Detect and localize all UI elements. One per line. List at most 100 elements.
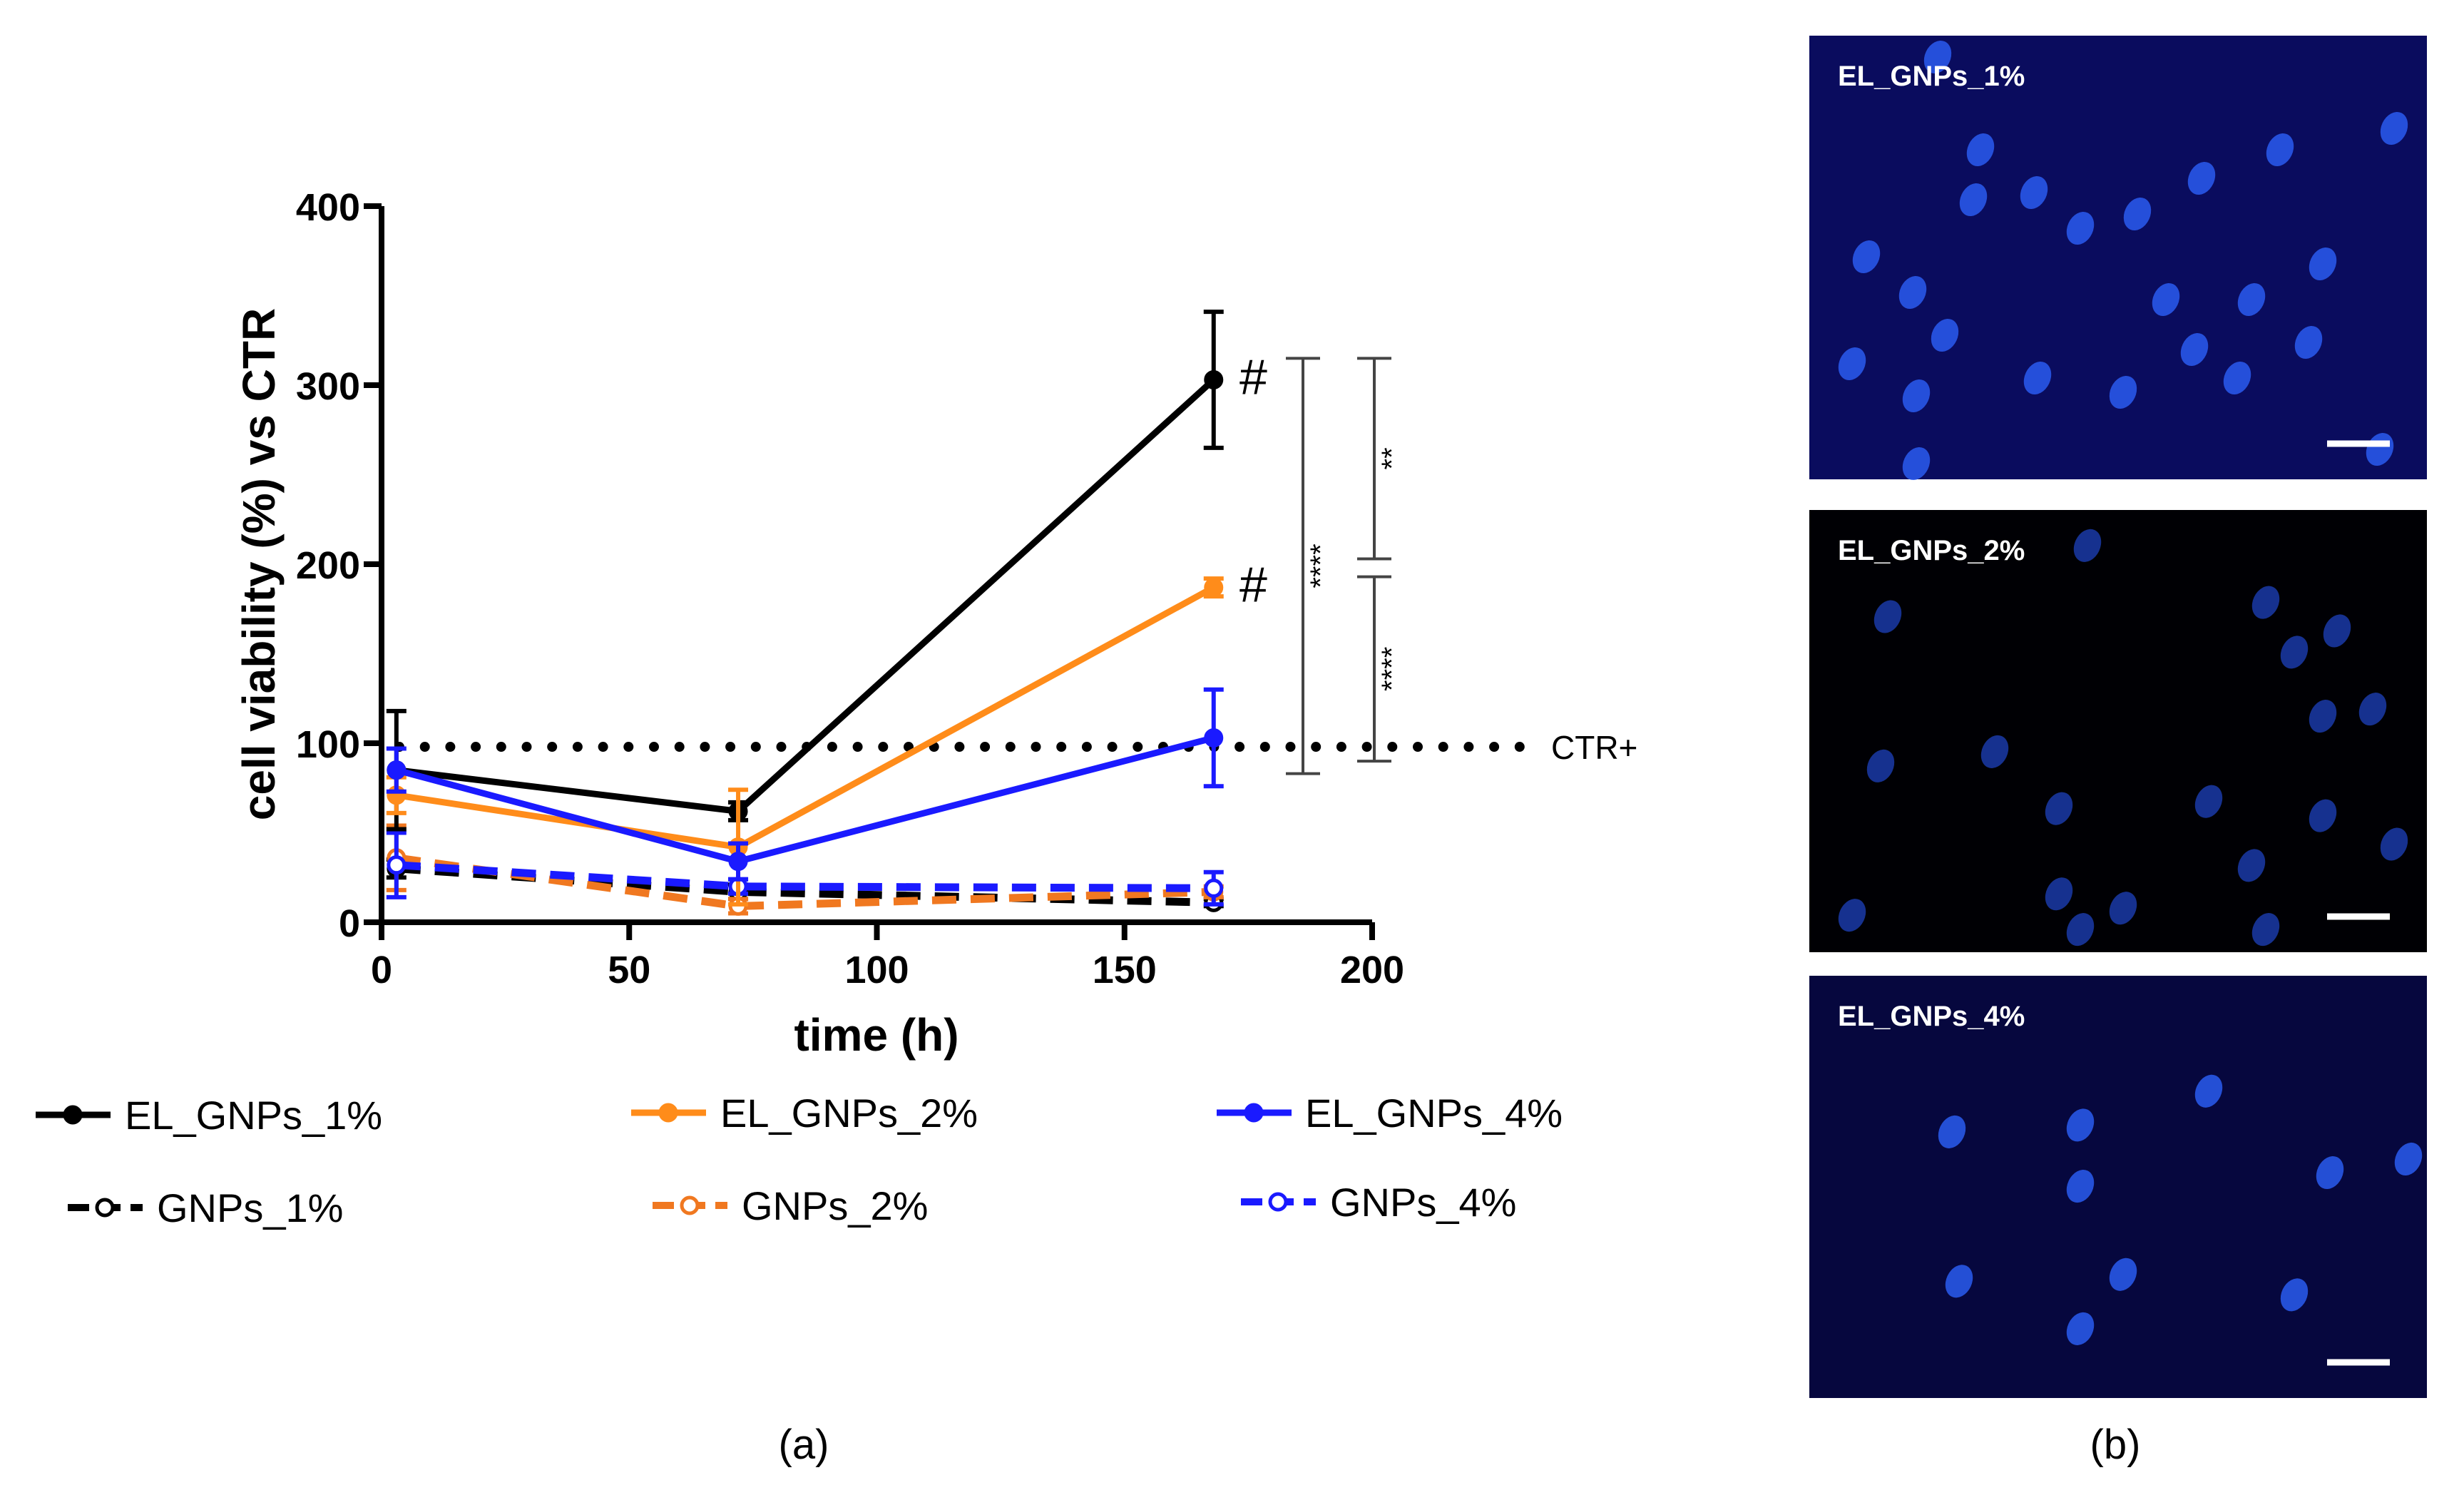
significance-hash: # (1239, 349, 1267, 404)
cell-nucleus (2266, 133, 2294, 167)
reference-line-label: CTR+ (1551, 729, 1637, 766)
legend-item-EL_GNPs_4%: EL_GNPs_4% (1217, 1091, 1563, 1136)
cell-nucleus (2280, 636, 2309, 669)
significance-hash: # (1239, 557, 1267, 613)
cell-nucleus (2109, 892, 2137, 925)
significance-group: ********** (1286, 357, 1408, 775)
reference-line-dot (598, 742, 608, 752)
legend-label: GNPs_2% (742, 1183, 928, 1228)
annotation-group: ## (1239, 349, 1267, 612)
series-group (386, 310, 1224, 916)
legend-item-EL_GNPs_1%: EL_GNPs_1% (36, 1093, 382, 1138)
x-tick-label: 150 (1093, 949, 1157, 991)
data-point (728, 852, 748, 872)
cell-nucleus (2023, 361, 2052, 395)
cell-nucleus (2180, 332, 2209, 367)
legend-swatch-marker (95, 1198, 115, 1218)
y-tick-label: 0 (339, 902, 360, 945)
legend-swatch-marker (658, 1103, 678, 1123)
legend-label: EL_GNPs_2% (720, 1091, 978, 1136)
reference-line-dot (496, 742, 506, 752)
series-EL_GNPs_2% (386, 576, 1224, 907)
cell-nucleus (1852, 240, 1881, 274)
x-tick-label: 200 (1340, 949, 1404, 991)
panel-image (1809, 510, 2427, 952)
cell-nucleus (2316, 1155, 2344, 1190)
cell-nucleus (2358, 693, 2387, 726)
cell-nucleus (1931, 318, 1959, 352)
cell-nucleus (1923, 40, 1952, 74)
cell-nucleus (1902, 379, 1931, 413)
reference-line-dot (1463, 742, 1474, 752)
tick-group: 0 100 200 300 400 0 50 100 150 200 (296, 186, 1404, 991)
reference-line-dot (700, 742, 710, 752)
microscopy-panels: EL_GNPs_1% EL_GNPs_2% EL_GNPs_4% (1809, 36, 2427, 1398)
cell-nucleus (2109, 1257, 2137, 1291)
reference-line-dot (1336, 742, 1346, 752)
cell-nucleus (2223, 361, 2251, 395)
reference-line-dot (1056, 742, 1067, 752)
cell-nucleus (2194, 785, 2223, 818)
cell-nucleus (2020, 175, 2048, 210)
reference-line-dot (1361, 742, 1372, 752)
data-point (1204, 878, 1224, 898)
cell-nucleus (2380, 827, 2408, 861)
legend-item-EL_GNPs_2%: EL_GNPs_2% (631, 1091, 978, 1136)
reference-line-dot (1107, 742, 1118, 752)
data-point (1204, 369, 1224, 389)
microscopy-panel-1: EL_GNPs_1% (1809, 36, 2427, 481)
reference-line-dot (1311, 742, 1322, 752)
cell-nucleus (2123, 197, 2152, 231)
series-line (396, 861, 1214, 892)
reference-line-dot (1438, 742, 1448, 752)
series-line (396, 584, 1215, 851)
cell-nucleus (2066, 913, 2095, 947)
reference-line-group: CTR+ (394, 729, 1637, 766)
legend-label: EL_GNPs_4% (1305, 1091, 1563, 1136)
cell-nucleus (2237, 282, 2266, 317)
cell-nucleus (2152, 282, 2180, 317)
series-EL_GNPs_4% (386, 687, 1224, 882)
cell-nucleus (2380, 111, 2408, 146)
panel-label: EL_GNPs_2% (1838, 535, 2025, 566)
data-point (1204, 728, 1224, 748)
reference-line-dot (1133, 742, 1143, 752)
reference-line-dot (1285, 742, 1296, 752)
cell-nucleus (1838, 899, 1866, 932)
panel-image (1809, 976, 2427, 1398)
reference-line-dot (954, 742, 965, 752)
reference-line-dot (1259, 742, 1270, 752)
cell-nucleus (2323, 614, 2351, 648)
data-point (387, 855, 407, 875)
cell-nucleus (1966, 133, 1995, 167)
reference-line-dot (1234, 742, 1245, 752)
legend-label: GNPs_4% (1330, 1180, 1516, 1225)
caption-b: (b) (2090, 1422, 2141, 1468)
reference-line-dot (776, 742, 787, 752)
reference-line-dot (1514, 742, 1525, 752)
reference-line-dot (1387, 742, 1398, 752)
reference-line-dot (1031, 742, 1041, 752)
reference-line-dot (521, 742, 532, 752)
x-tick-label: 100 (844, 949, 909, 991)
y-axis-title: cell viability (%) vs CTR (233, 308, 285, 820)
reference-line-dot (827, 742, 837, 752)
significance-stars: **** (1305, 544, 1336, 588)
legend-item-GNPs_4%: GNPs_4% (1241, 1180, 1516, 1225)
reference-line-dot (852, 742, 863, 752)
legend-swatch-marker (63, 1105, 83, 1125)
cell-nucleus (2066, 1170, 2095, 1203)
cell-nucleus (2309, 799, 2337, 832)
legend-label: EL_GNPs_1% (125, 1093, 382, 1138)
x-tick-label: 0 (371, 949, 392, 991)
cell-nucleus (1945, 1265, 1973, 1298)
cell-nucleus (1959, 183, 1988, 217)
y-tick-label: 400 (296, 186, 360, 229)
line-chart: CTR+ 0 100 200 300 400 0 50 100 150 200 cell viab… (233, 186, 1637, 1061)
data-point (1204, 578, 1224, 598)
microscopy-panel-3: EL_GNPs_4% (1809, 976, 2427, 1398)
series-line (396, 854, 1214, 910)
cell-nucleus (2251, 913, 2280, 947)
cell-nucleus (2045, 877, 2073, 911)
